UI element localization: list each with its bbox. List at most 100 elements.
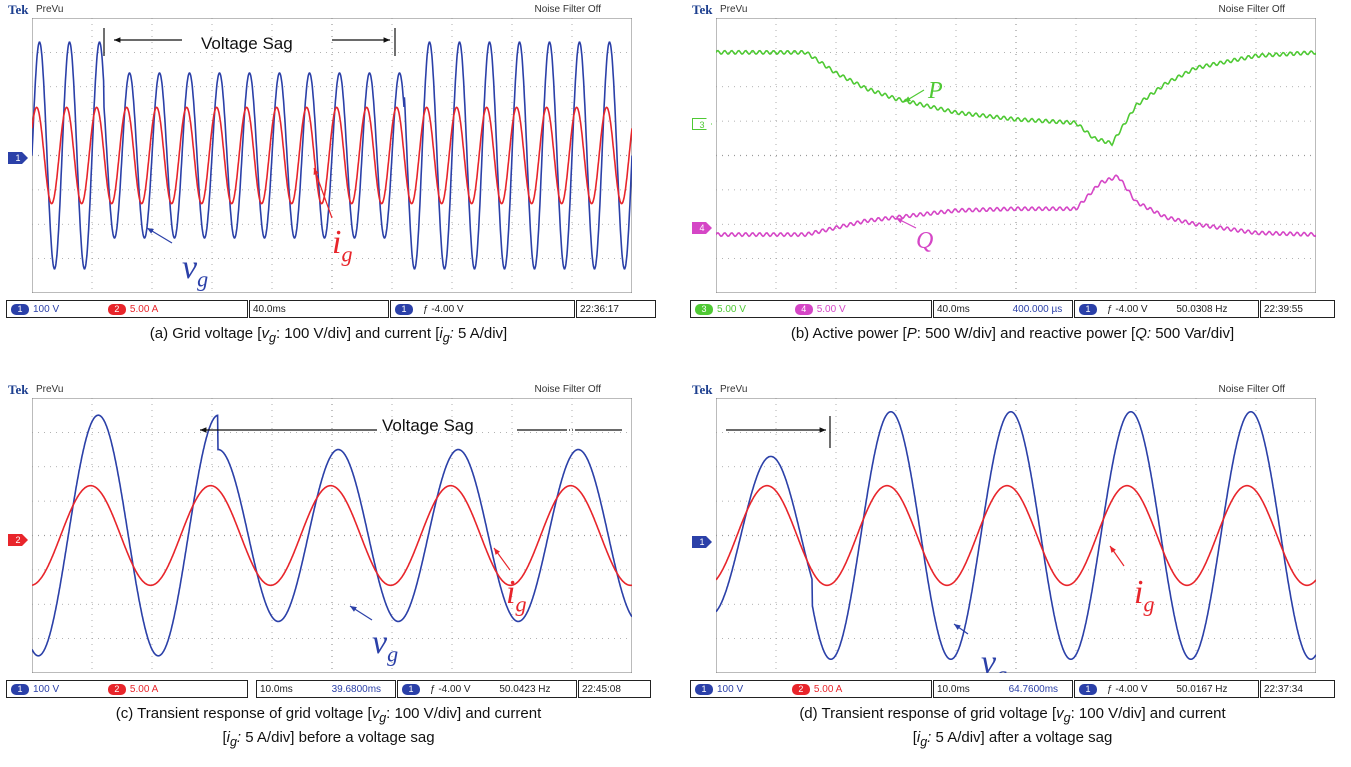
trigger-level: -4.00 V [1115, 684, 1148, 695]
timebase: 10.0ms [937, 684, 970, 695]
ch2-scale: 5.00 A [813, 684, 843, 695]
panel-c: Tek PreVu Noise Filter Off vg ig 2 Voltag… [6, 380, 651, 760]
arrow-head [200, 427, 207, 433]
caption-d: (d) Transient response of grid voltage [… [799, 705, 1226, 749]
ch2-badge: 2 [791, 683, 810, 695]
frequency: 50.0423 Hz [499, 684, 551, 695]
timebase-box: 40.0ms 400.000 µs [933, 300, 1073, 318]
trigger-ch-badge: 1 [402, 683, 420, 695]
ch3-marker: 3 [692, 118, 712, 130]
ch4-badge: 4 [794, 303, 813, 315]
noise-filter-label: Noise Filter Off [1218, 4, 1286, 15]
pointer-arrow [313, 167, 333, 219]
arrow-head [383, 37, 390, 43]
waveform-plot: PQ [716, 18, 1316, 293]
ch1-ch2-scale: 1 100 V 2 5.00 A [6, 300, 248, 318]
series-ig [716, 484, 1316, 587]
delay: 64.7600ms [1008, 684, 1059, 695]
delay: 400.000 µs [1012, 304, 1063, 315]
series-Q [716, 174, 1316, 238]
arrow-head [494, 548, 500, 555]
trigger-ch-badge: 1 [1079, 683, 1097, 695]
arrow-head [904, 96, 911, 102]
series-vg [32, 414, 632, 657]
ch1-scale: 100 V [33, 684, 60, 695]
ch3-badge: 3 [695, 303, 713, 315]
arrow-head [313, 168, 319, 175]
series-label: Q [916, 228, 933, 254]
clock: 22:37:34 [1260, 680, 1335, 698]
timebase-box: 10.0ms 39.6800ms [256, 680, 396, 698]
arrow-head [350, 606, 357, 612]
ch1-marker: 1 [692, 536, 712, 548]
series-ig [32, 106, 632, 205]
timebase: 10.0ms [260, 684, 293, 695]
arrow-head [896, 218, 903, 224]
scope-topbar: Tek PreVu Noise Filter Off [6, 2, 651, 18]
arrow-head [147, 228, 154, 234]
voltage-sag-label: Voltage Sag [382, 416, 474, 435]
noise-filter-label: Noise Filter Off [534, 4, 602, 15]
ch3-scale: 5.00 V [717, 304, 746, 315]
noise-filter-label: Noise Filter Off [1218, 384, 1286, 395]
brand-logo: Tek [692, 2, 713, 17]
panel-a: Tek PreVu Noise Filter Off vg ig 1 Voltag… [6, 0, 656, 380]
noise-filter-label: Noise Filter Off [534, 384, 602, 395]
clock: 22:36:17 [576, 300, 656, 318]
caption-a: (a) Grid voltage [vg: 100 V/div] and cur… [149, 325, 508, 345]
ch1-badge: 1 [11, 303, 29, 315]
brand-logo: Tek [8, 382, 29, 397]
brand-logo: Tek [692, 382, 713, 397]
ch1-badge: 1 [695, 683, 713, 695]
ch4-scale: 5.00 V [816, 304, 846, 315]
ch3-ch4-scale: 3 5.00 V 4 5.00 V [690, 300, 932, 318]
series-vg [716, 411, 1316, 660]
ch2-scale: 5.00 A [129, 684, 159, 695]
arrow-head [114, 37, 121, 43]
ch1-ch2-scale: 1 100 V 2 5.00 A [6, 680, 248, 698]
trigger-ch-badge: 1 [1079, 303, 1097, 315]
brand-logo: Tek [8, 2, 29, 17]
ch1-scale: 100 V [717, 684, 744, 695]
ch2-badge: 2 [107, 303, 126, 315]
scope-topbar: Tek PreVu Noise Filter Off [6, 382, 651, 398]
scope-topbar: Tek PreVu Noise Filter Off [690, 2, 1335, 18]
mode-label: PreVu [36, 4, 64, 15]
series-label: P [927, 78, 943, 104]
frequency: 50.0308 Hz [1176, 304, 1228, 315]
series-vg [32, 41, 632, 270]
series-ig [32, 484, 632, 587]
clock: 22:45:08 [578, 680, 651, 698]
trigger-ch-badge: 1 [395, 303, 413, 315]
timebase: 40.0ms [937, 304, 970, 315]
ch1-scale: 100 V [33, 304, 60, 315]
voltage-sag-label: Voltage Sag [201, 34, 293, 53]
ch1-badge: 1 [11, 683, 29, 695]
mode-label: PreVu [720, 384, 748, 395]
ch2-marker: 2 [8, 534, 28, 546]
caption-b: (b) Active power [P: 500 W/div] and reac… [790, 325, 1235, 342]
delay: 39.6800ms [331, 684, 382, 695]
arrow-head [819, 427, 826, 433]
scope-topbar: Tek PreVu Noise Filter Off [690, 382, 1335, 398]
trigger-level: -4.00 V [438, 684, 471, 695]
ch1-marker: 1 [8, 152, 28, 164]
arrow-head [954, 624, 961, 630]
arrow-head [1110, 546, 1116, 553]
